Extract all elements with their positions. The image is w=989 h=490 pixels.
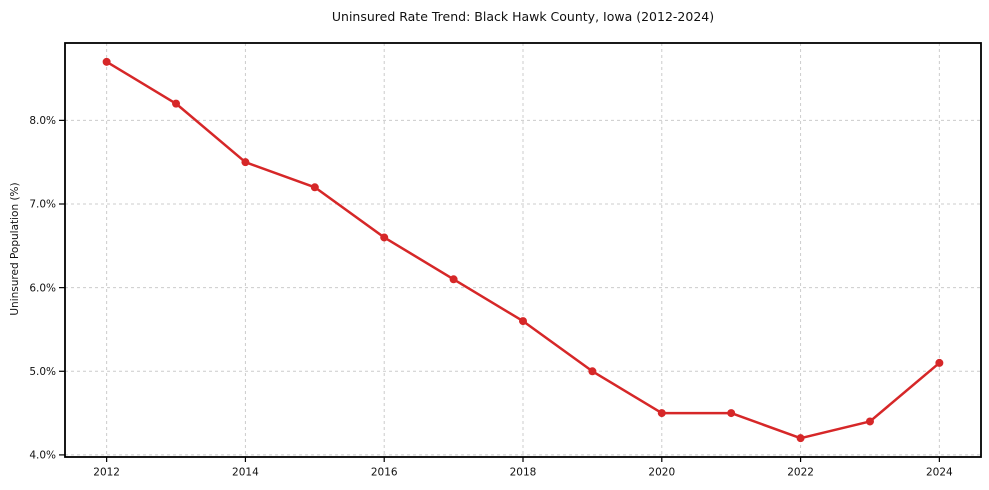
chart-title: Uninsured Rate Trend: Black Hawk County,… (331, 9, 715, 24)
data-point (796, 434, 805, 443)
data-point (727, 409, 736, 418)
y-tick-label: 5.0% (29, 366, 56, 378)
x-tick-label: 2018 (510, 467, 537, 479)
y-tick-label: 4.0% (29, 450, 56, 462)
y-tick-label: 7.0% (29, 199, 56, 211)
data-point (519, 317, 527, 326)
data-point (380, 233, 389, 242)
data-point (102, 57, 111, 66)
x-tick-label: 2020 (648, 467, 675, 479)
data-point (310, 183, 319, 192)
data-point (449, 275, 458, 284)
data-point (935, 358, 944, 367)
y-tick-label: 8.0% (29, 115, 56, 127)
y-tick-label: 6.0% (29, 282, 56, 294)
data-point (588, 367, 597, 376)
x-tick-label: 2012 (93, 467, 120, 479)
x-tick-label: 2016 (371, 467, 398, 479)
data-point (241, 158, 250, 167)
x-tick-label: 2014 (232, 467, 259, 479)
data-point (657, 409, 666, 418)
data-point (865, 417, 874, 426)
x-tick-label: 2024 (926, 467, 953, 479)
plot-border (64, 42, 982, 458)
x-tick-label: 2022 (787, 467, 814, 479)
data-point (172, 99, 181, 108)
